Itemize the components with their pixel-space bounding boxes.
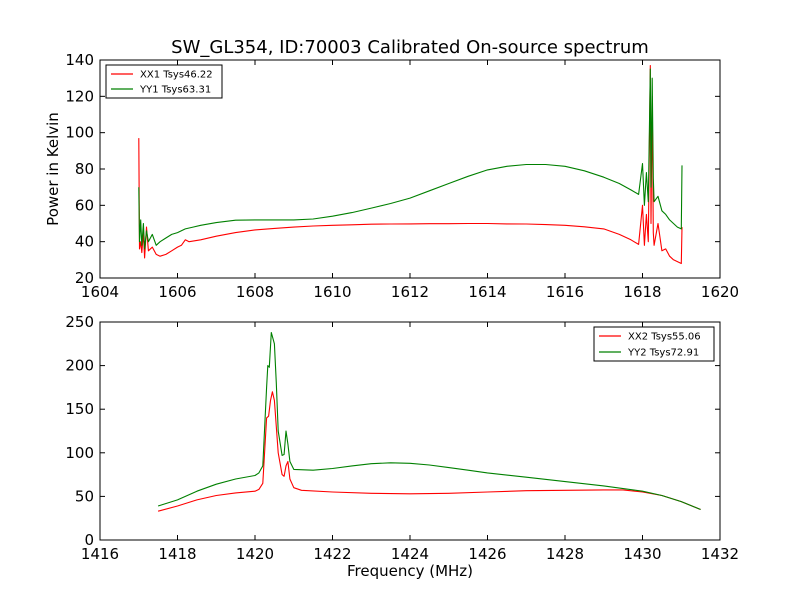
bottom-legend-box [593,326,715,362]
top-y-tick-label: 60 [75,196,94,214]
bottom-axis-ticks: 1416 1418 1420 1422 1424 1426 1428 1430 1432 0 50 1… [65,313,739,563]
top-x-tick-label: 1618 [623,283,661,301]
top-legend: XX1 Tsys46.22 YY1 Tsys63.31 [105,64,223,99]
top-legend-box [105,64,223,99]
bottom-x-tick-label: 1416 [81,545,119,563]
top-y-tick-label: 80 [75,160,94,178]
bottom-x-tick-label: 1432 [701,545,739,563]
top-y-tick-label: 40 [75,233,94,251]
bottom-y-tick-label: 200 [65,357,94,375]
bottom-series-line-xx [157,391,701,512]
top-spectrum-panel: SW_GL354, ID:70003 Calibrated On-source … [44,37,739,301]
top-plot-area [138,64,683,265]
top-legend-label-xx1: XX1 Tsys46.22 [140,70,213,81]
bottom-legend-label-yy2: YY2 Tsys72.91 [627,348,699,359]
top-y-tick-label: 20 [75,269,94,287]
bottom-legend-label-xx2: XX2 Tsys55.06 [628,332,701,343]
bottom-x-tick-label: 1424 [391,545,429,563]
bottom-x-tick-label: 1428 [546,545,584,563]
top-y-tick-label: 100 [65,124,94,142]
bottom-y-tick-label: 50 [75,487,94,505]
top-x-tick-label: 1616 [546,283,584,301]
bottom-x-tick-label: 1422 [313,545,351,563]
bottom-y-tick-label: 150 [65,400,94,418]
top-x-tick-label: 1604 [81,283,119,301]
bottom-spectrum-panel: 1416 1418 1420 1422 1424 1426 1428 1430 1432 0 50 1… [65,313,739,580]
bottom-legend: XX2 Tsys55.06 YY2 Tsys72.91 [593,326,715,362]
top-series-line-yy [138,68,683,250]
top-x-tick-label: 1610 [313,283,351,301]
top-x-tick-label: 1612 [391,283,429,301]
top-axis-ticks: 1604 1606 1608 1610 1612 1614 1616 1618 1620 20 40… [65,51,739,301]
bottom-x-tick-label: 1420 [236,545,274,563]
top-x-tick-label: 1606 [158,283,196,301]
top-y-axis-label: Power in Kelvin [44,112,62,226]
bottom-y-tick-label: 0 [84,531,94,549]
bottom-x-tick-label: 1426 [468,545,506,563]
top-x-tick-label: 1614 [468,283,506,301]
top-y-tick-label: 120 [65,87,94,105]
bottom-y-tick-label: 100 [65,444,94,462]
bottom-x-tick-label: 1430 [623,545,661,563]
top-legend-label-yy1: YY1 Tsys63.31 [139,85,211,96]
bottom-x-axis-label: Frequency (MHz) [347,562,473,580]
bottom-y-tick-label: 250 [65,313,94,331]
top-y-tick-label: 140 [65,51,94,69]
top-x-tick-label: 1608 [236,283,274,301]
top-chart-title: SW_GL354, ID:70003 Calibrated On-source … [171,37,649,58]
bottom-x-tick-label: 1418 [158,545,196,563]
bottom-plot-area [157,331,701,512]
top-x-tick-label: 1620 [701,283,739,301]
bottom-series-line-yy [157,331,701,511]
